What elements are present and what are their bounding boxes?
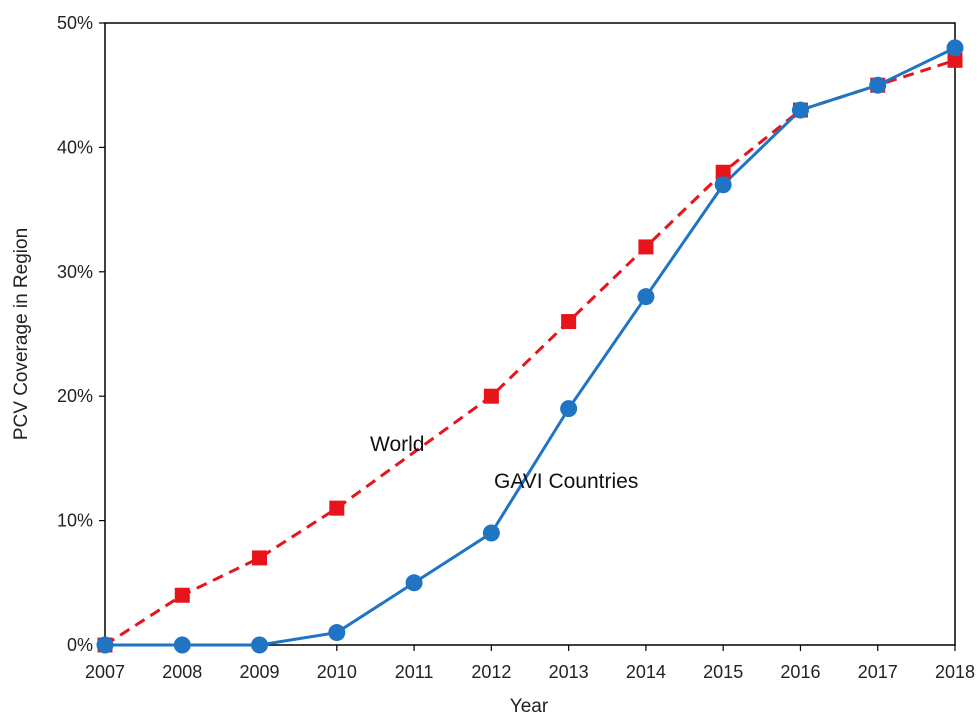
y-tick-label: 10% [57, 511, 93, 531]
gavi-countries-marker [946, 39, 964, 57]
series-line-world [104, 58, 956, 647]
x-tick-label: 2012 [471, 662, 511, 682]
gavi-countries-marker [791, 101, 809, 119]
y-tick-label: 40% [57, 137, 93, 157]
x-tick-label: 2013 [549, 662, 589, 682]
x-tick-label: 2010 [317, 662, 357, 682]
x-tick-label: 2016 [780, 662, 820, 682]
gavi-countries-marker [405, 574, 423, 592]
x-tick-label: 2009 [240, 662, 280, 682]
gavi-countries-marker [96, 636, 114, 654]
gavi-countries-marker [251, 636, 269, 654]
x-tick-label: 2017 [858, 662, 898, 682]
plot-frame [104, 22, 956, 646]
x-tick-label: 2007 [85, 662, 125, 682]
x-tick-label: 2018 [935, 662, 975, 682]
x-axis-title: Year [510, 696, 549, 717]
gavi-countries-marker [714, 176, 732, 194]
world-marker [947, 52, 963, 68]
x-tick-label: 2008 [162, 662, 202, 682]
annotation-world: World [370, 433, 424, 456]
gavi-countries-marker [560, 400, 578, 418]
gavi-countries-marker [173, 636, 191, 654]
annotation-gavi-countries: GAVI Countries [494, 470, 638, 493]
world-marker [252, 550, 268, 566]
world-marker [483, 388, 499, 404]
series-line-gavi-countries [105, 46, 956, 647]
world-marker [329, 500, 345, 516]
world-marker [174, 587, 190, 603]
x-tick-label: 2011 [395, 662, 434, 682]
gavi-countries-marker [482, 524, 500, 542]
x-tick-label: 2014 [626, 662, 666, 682]
y-tick-label: 50% [57, 13, 93, 33]
x-axis: 2007 2008 2009 2010 2011 2012 2013 2014 2015 2016… [85, 645, 975, 682]
plot-area [104, 22, 956, 646]
world-marker [561, 314, 577, 330]
gavi-countries-marker [328, 624, 346, 642]
gavi-countries-marker [869, 76, 887, 94]
y-tick-label: 20% [57, 386, 93, 406]
y-tick-label: 30% [57, 262, 93, 282]
gavi-countries-marker [637, 288, 655, 306]
x-tick-label: 2015 [703, 662, 743, 682]
series-layer [96, 39, 964, 654]
world-marker [715, 164, 731, 180]
y-axis-title: PCV Coverage in Region [11, 228, 32, 440]
y-tick-label: 0% [67, 635, 93, 655]
y-axis: 0% 10% 20% 30% 40% 50% [57, 13, 105, 655]
world-marker [638, 239, 654, 255]
